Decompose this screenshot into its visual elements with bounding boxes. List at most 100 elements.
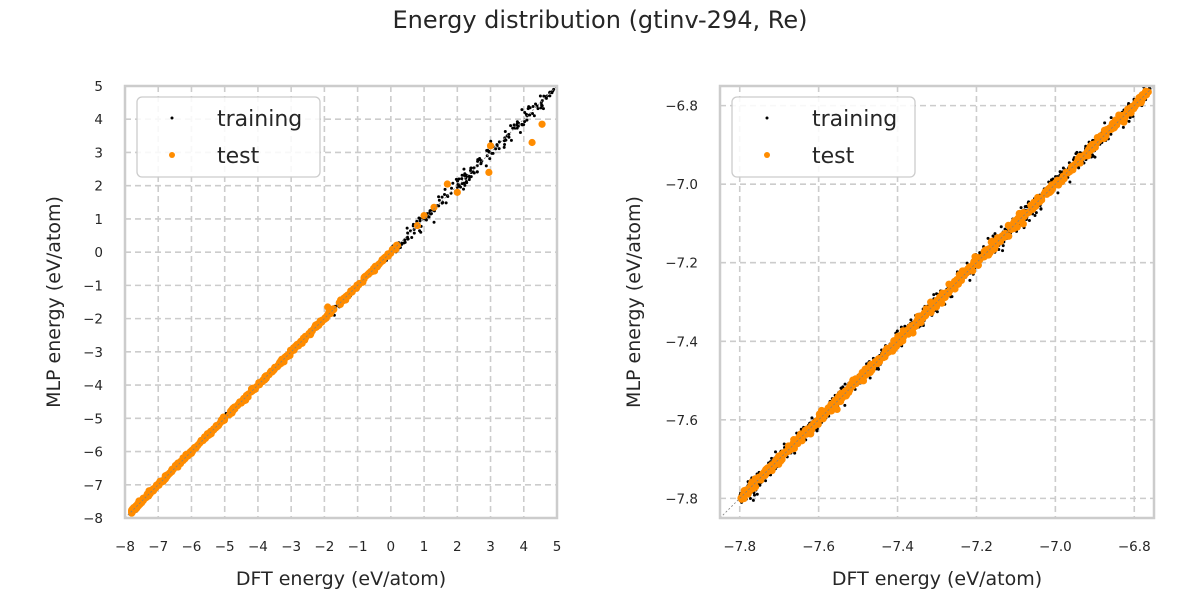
training-point xyxy=(986,236,990,240)
test-point xyxy=(1038,196,1046,204)
training-point xyxy=(518,131,522,135)
x-tick-label: −7.8 xyxy=(723,539,756,555)
training-point xyxy=(532,114,536,118)
training-point xyxy=(541,107,545,111)
training-point xyxy=(450,186,454,190)
x-axis-label: DFT energy (eV/atom) xyxy=(832,568,1042,590)
test-point xyxy=(846,386,854,394)
x-tick-label: −7.0 xyxy=(1039,539,1072,555)
training-point xyxy=(991,234,995,238)
training-point xyxy=(534,102,538,106)
y-tick-label: −4 xyxy=(83,378,103,394)
test-point xyxy=(316,319,324,328)
y-tick-label: −7.0 xyxy=(665,177,698,193)
legend-training-label: training xyxy=(217,107,302,132)
test-point xyxy=(1020,212,1028,221)
x-tick-label: 0 xyxy=(387,539,396,555)
training-point xyxy=(440,195,444,199)
test-point xyxy=(430,203,438,211)
training-point xyxy=(460,177,464,181)
training-point xyxy=(978,251,982,255)
training-point xyxy=(468,175,472,179)
test-point xyxy=(858,371,866,379)
test-point xyxy=(1069,162,1078,170)
x-tick-label: −3 xyxy=(281,539,301,555)
test-point xyxy=(832,399,840,407)
y-tick-label: 5 xyxy=(94,79,103,95)
test-point xyxy=(453,188,461,196)
training-point xyxy=(464,180,468,184)
legend-box xyxy=(136,96,321,178)
test-point xyxy=(957,276,966,284)
y-tick-label: −6 xyxy=(83,445,103,461)
test-point xyxy=(1030,198,1038,206)
training-point xyxy=(810,416,814,420)
test-point xyxy=(485,168,493,176)
y-tick-label: 1 xyxy=(94,212,103,228)
legend-box xyxy=(731,96,916,178)
test-point xyxy=(340,294,348,302)
test-point xyxy=(1120,118,1128,126)
test-point xyxy=(950,280,958,288)
x-tick-label: −7.6 xyxy=(802,539,835,555)
training-point xyxy=(538,94,542,98)
training-point xyxy=(1001,249,1005,253)
test-point xyxy=(392,245,400,253)
test-point xyxy=(538,120,546,128)
legend: training test xyxy=(731,96,916,178)
y-tick-label: −7.8 xyxy=(665,491,698,507)
x-tick-label: −4 xyxy=(248,539,268,555)
training-point xyxy=(1019,206,1023,210)
test-point xyxy=(1086,145,1094,153)
training-point xyxy=(427,215,431,219)
y-tick-label: −2 xyxy=(83,312,103,328)
training-point xyxy=(512,126,516,130)
training-point xyxy=(457,177,461,181)
training-point xyxy=(462,181,466,185)
legend-test-label: test xyxy=(812,144,855,169)
test-point xyxy=(803,430,811,438)
test-point xyxy=(176,460,185,468)
training-point xyxy=(815,429,819,433)
training-point xyxy=(1068,180,1072,184)
x-tick-label: −6 xyxy=(182,539,202,555)
test-point xyxy=(849,376,857,384)
y-tick-label: −7.6 xyxy=(665,413,698,429)
x-tick-label: 4 xyxy=(519,539,528,555)
training-point xyxy=(1027,219,1031,223)
x-tick-label: −5 xyxy=(215,539,235,555)
test-point xyxy=(270,365,279,373)
test-point xyxy=(336,300,344,309)
y-tick-label: 2 xyxy=(94,179,103,195)
training-point xyxy=(463,183,467,187)
training-point xyxy=(528,113,532,117)
training-point xyxy=(507,135,511,139)
test-point xyxy=(817,406,826,415)
test-point xyxy=(384,250,393,258)
test-point xyxy=(283,353,292,361)
training-point xyxy=(935,310,939,314)
test-point xyxy=(1138,91,1146,99)
test-point xyxy=(1044,187,1052,196)
training-point xyxy=(451,181,455,185)
test-point xyxy=(874,355,883,363)
x-tick-label: 3 xyxy=(486,539,495,555)
plot-content xyxy=(125,86,557,518)
legend: training test xyxy=(136,96,321,178)
training-point xyxy=(410,236,414,240)
training-point xyxy=(503,143,507,147)
training-point xyxy=(751,498,755,502)
y-tick-label: −7 xyxy=(83,478,103,494)
test-point xyxy=(1082,151,1090,159)
training-point xyxy=(748,497,752,501)
training-point xyxy=(993,232,997,236)
test-point xyxy=(1000,233,1008,242)
training-point xyxy=(1061,166,1065,170)
training-point xyxy=(491,151,495,155)
training-point xyxy=(1056,191,1060,195)
test-point xyxy=(280,358,288,366)
training-point xyxy=(909,318,913,322)
legend-training-marker xyxy=(170,116,174,120)
test-point xyxy=(887,346,895,354)
